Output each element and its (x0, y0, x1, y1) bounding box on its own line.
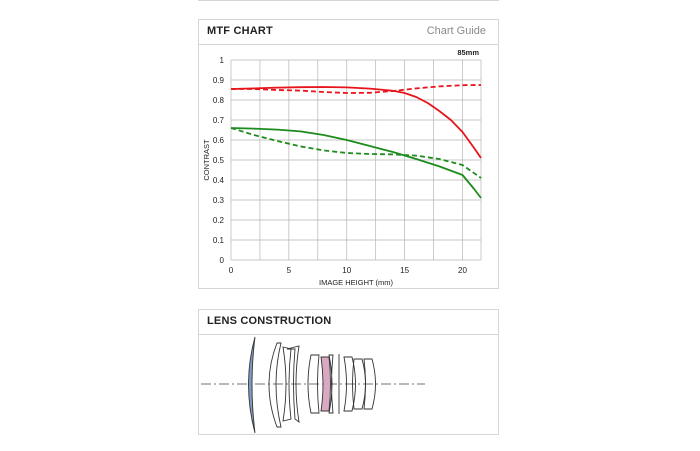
y-tick-label: 0.4 (213, 176, 225, 185)
chart-guide-link[interactable]: Chart Guide (426, 25, 486, 37)
y-tick-label: 0 (220, 256, 225, 265)
lens-element (352, 358, 366, 410)
focal-length-label: 85mm (457, 48, 479, 57)
y-tick-label: 0.8 (213, 96, 225, 105)
y-tick-label: 0.6 (213, 136, 225, 145)
lens-construction-panel: LENS CONSTRUCTION (198, 309, 499, 435)
x-tick-label: 15 (400, 266, 409, 275)
lens-element (307, 354, 320, 414)
lens-element (343, 356, 356, 412)
lens-construction-header: LENS CONSTRUCTION (199, 310, 498, 335)
y-tick-label: 1 (220, 56, 225, 65)
top-divider (198, 0, 499, 1)
series-line-green-dashed (230, 127, 482, 179)
lens-element (286, 345, 300, 424)
mtf-chart-header: MTF CHART Chart Guide (199, 20, 498, 45)
x-tick-label: 5 (287, 266, 292, 275)
y-tick-label: 0.5 (213, 156, 225, 165)
y-tick-label: 0.7 (213, 116, 225, 125)
lens-element (363, 358, 376, 410)
x-tick-label: 0 (229, 266, 234, 275)
x-tick-label: 10 (342, 266, 351, 275)
lens-element (282, 346, 292, 422)
x-tick-label: 20 (458, 266, 467, 275)
mtf-chart-title: MTF CHART (207, 25, 273, 37)
y-tick-label: 0.3 (213, 196, 225, 205)
x-axis-label: IMAGE HEIGHT (mm) (319, 278, 394, 287)
series-line-green-solid (230, 127, 482, 199)
lens-element-front (248, 336, 256, 434)
mtf-chart-panel: MTF CHART Chart Guide 0 0.1 0.2 0.3 0.4 0.5 0.… (198, 19, 499, 289)
y-tick-label: 0.1 (213, 236, 225, 245)
mtf-chart: 00.10.20.30.40.50.60.70.80.910 5 10 15 20IMA… (202, 48, 482, 287)
y-tick-label: 0.9 (213, 76, 225, 85)
lens-element (268, 342, 282, 428)
series-line-red-dashed (231, 84, 482, 94)
y-tick-label: 0.2 (213, 216, 225, 225)
lens-element (328, 354, 334, 414)
series-line-red-solid (230, 86, 482, 159)
y-axis-label: CONTRAST (202, 139, 211, 181)
lens-diagram (201, 336, 425, 434)
lens-construction-title: LENS CONSTRUCTION (207, 315, 332, 327)
